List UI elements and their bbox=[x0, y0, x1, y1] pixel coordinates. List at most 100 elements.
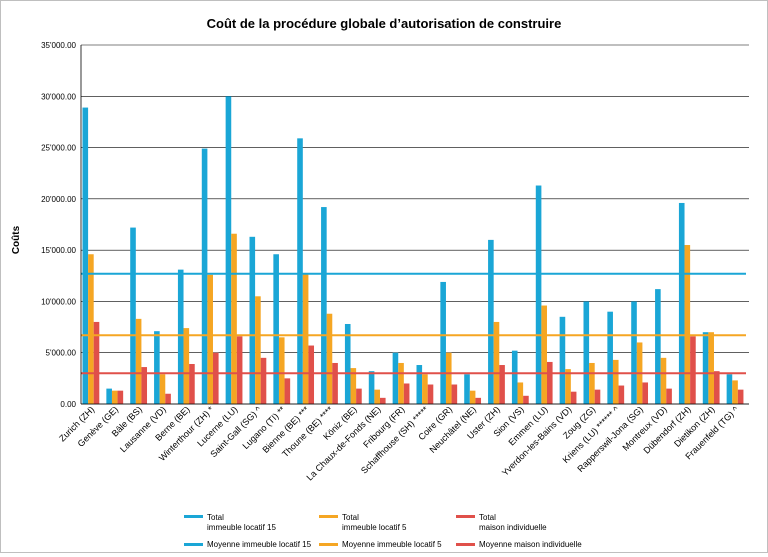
bar bbox=[207, 274, 213, 404]
bar bbox=[356, 388, 362, 404]
bar bbox=[135, 318, 142, 404]
bar bbox=[607, 311, 613, 404]
bar bbox=[541, 305, 547, 404]
x-tick-labels: Zurich (ZH)Genève (GE)Bâle (BS)Lausanne … bbox=[57, 404, 741, 483]
bar bbox=[392, 352, 399, 404]
legend-swatch bbox=[319, 543, 338, 546]
bar bbox=[655, 289, 661, 404]
bar bbox=[297, 138, 303, 404]
bar bbox=[660, 357, 667, 404]
bar bbox=[201, 148, 208, 404]
bar bbox=[249, 236, 256, 404]
bar bbox=[278, 337, 285, 404]
bar bbox=[427, 384, 434, 404]
bar bbox=[511, 350, 518, 404]
bar bbox=[165, 393, 171, 404]
legend-swatch bbox=[184, 543, 203, 546]
bar bbox=[618, 385, 625, 404]
legend-swatch bbox=[456, 543, 475, 546]
bar bbox=[141, 367, 148, 404]
bar bbox=[225, 96, 232, 405]
bar bbox=[713, 371, 720, 404]
y-tick-labels: 0.00 5'000.00 10'000.00 15'000.00 20'000.00 2… bbox=[41, 41, 76, 409]
legend-label: Moyenne immeuble locatif 5 bbox=[342, 540, 442, 549]
bar bbox=[321, 207, 327, 404]
legend-label: Total immeuble locatif 15 bbox=[207, 513, 276, 532]
bar bbox=[464, 374, 470, 404]
legend-label: Total maison individuelle bbox=[479, 513, 547, 532]
bar bbox=[154, 331, 160, 404]
bar bbox=[236, 336, 243, 404]
bar bbox=[440, 281, 446, 404]
y-tick-label: 20'000.00 bbox=[41, 195, 76, 204]
chart-title: Coût de la procédure globale d’autorisat… bbox=[207, 16, 562, 31]
bar bbox=[517, 382, 524, 404]
bar bbox=[183, 328, 190, 404]
bar bbox=[570, 391, 577, 404]
bar bbox=[93, 321, 100, 404]
bar bbox=[422, 374, 428, 404]
bar bbox=[546, 361, 553, 404]
bar bbox=[666, 388, 672, 404]
bar bbox=[708, 332, 714, 404]
bar bbox=[559, 316, 566, 404]
bar bbox=[260, 357, 267, 404]
bar bbox=[344, 323, 351, 404]
bar bbox=[326, 313, 333, 404]
bar bbox=[535, 185, 542, 404]
bar bbox=[302, 273, 309, 404]
bar bbox=[469, 390, 476, 404]
bar bbox=[642, 382, 649, 404]
bar bbox=[374, 389, 380, 404]
bar bbox=[726, 374, 733, 404]
legend-swatch bbox=[319, 515, 338, 518]
bar bbox=[308, 345, 315, 404]
bar bbox=[678, 202, 685, 404]
bar bbox=[684, 245, 691, 404]
bar bbox=[368, 371, 375, 404]
y-tick-label: 15'000.00 bbox=[41, 246, 76, 255]
bar bbox=[565, 369, 571, 404]
y-tick-label: 5'000.00 bbox=[46, 349, 77, 358]
bar bbox=[523, 395, 529, 404]
bar bbox=[690, 336, 696, 404]
bar bbox=[130, 227, 136, 404]
bar bbox=[589, 362, 595, 404]
legend-label: Total immeuble locatif 5 bbox=[342, 513, 407, 532]
bar bbox=[398, 362, 404, 404]
bars bbox=[82, 96, 744, 405]
bar bbox=[159, 374, 166, 404]
y-tick-label: 30'000.00 bbox=[41, 92, 76, 101]
bar bbox=[631, 301, 637, 404]
bar bbox=[416, 365, 423, 404]
y-tick-label: 10'000.00 bbox=[41, 297, 76, 306]
bar bbox=[231, 233, 237, 404]
bar bbox=[445, 352, 452, 404]
bar bbox=[117, 390, 124, 404]
y-tick-label: 0.00 bbox=[60, 400, 76, 409]
bar bbox=[379, 397, 386, 404]
legend-swatch bbox=[456, 515, 475, 518]
axes bbox=[80, 45, 749, 405]
bar bbox=[451, 384, 458, 404]
bar bbox=[273, 254, 279, 404]
legend: Total immeuble locatif 15 Total immeuble lo… bbox=[184, 513, 582, 549]
bar bbox=[284, 378, 291, 404]
bar bbox=[612, 359, 619, 404]
bar bbox=[82, 107, 89, 404]
bar bbox=[189, 363, 195, 404]
bar bbox=[732, 380, 738, 404]
bar bbox=[493, 321, 500, 404]
y-tick-label: 25'000.00 bbox=[41, 144, 76, 153]
bar bbox=[488, 239, 494, 404]
legend-label: Moyenne immeuble locatif 15 bbox=[207, 540, 312, 549]
bar bbox=[737, 389, 744, 404]
bar bbox=[350, 368, 357, 404]
legend-swatch bbox=[184, 515, 203, 518]
gridlines bbox=[81, 44, 749, 405]
bar bbox=[88, 254, 94, 404]
bar bbox=[594, 389, 601, 404]
bar bbox=[583, 301, 590, 404]
